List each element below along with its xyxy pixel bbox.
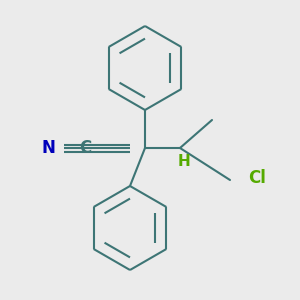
Text: C: C <box>79 139 91 157</box>
Text: H: H <box>178 154 190 169</box>
Text: Cl: Cl <box>248 169 266 187</box>
Text: N: N <box>41 139 55 157</box>
